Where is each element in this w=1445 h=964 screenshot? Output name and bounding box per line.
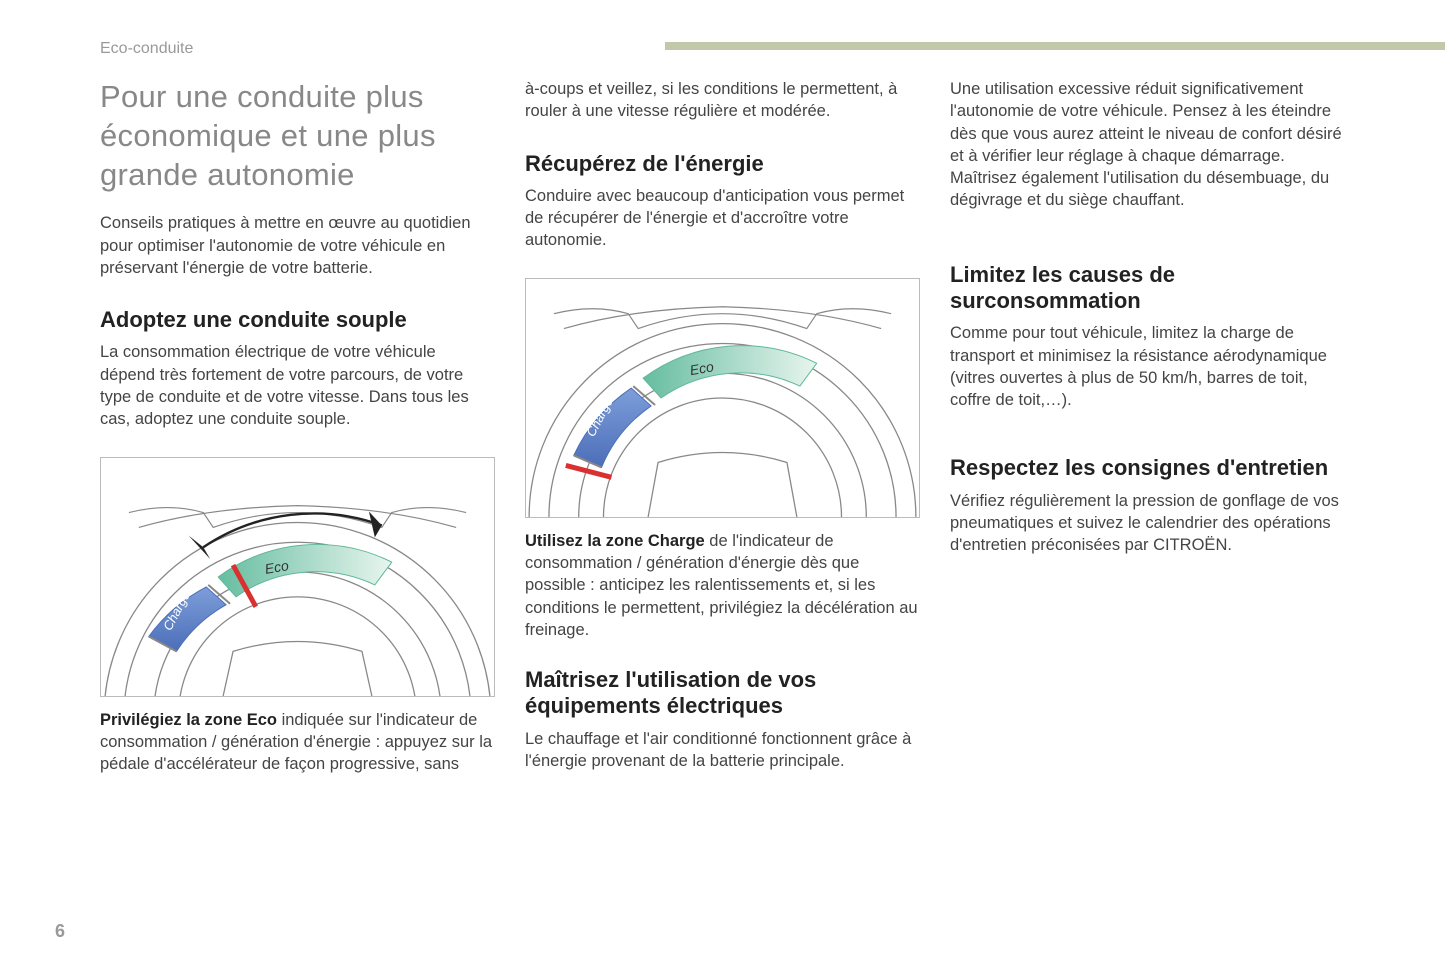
section-adoptez: Adoptez une conduite souple La consommat… <box>100 307 495 430</box>
caption-charge: Utilisez la zone Charge de l'indicateur … <box>525 530 920 641</box>
heading-respectez: Respectez les consignes d'entretien <box>950 455 1345 481</box>
heading-adoptez: Adoptez une conduite souple <box>100 307 495 333</box>
heading-maitrisez: Maîtrisez l'utilisation de vos équipemen… <box>525 667 920 720</box>
column-2: à-coups et veillez, si les conditions le… <box>525 78 920 798</box>
section-respectez: Respectez les consignes d'entretien Véri… <box>950 455 1345 556</box>
continuation-1: à-coups et veillez, si les conditions le… <box>525 78 920 123</box>
section-maitrisez: Maîtrisez l'utilisation de vos équipemen… <box>525 667 920 772</box>
text-limitez: Comme pour tout véhicule, limitez la cha… <box>950 322 1345 411</box>
caption-eco: Privilégiez la zone Eco indiquée sur l'i… <box>100 709 495 776</box>
continuation-2: Une utilisation excessive réduit signifi… <box>950 78 1345 212</box>
text-maitrisez: Le chauffage et l'air conditionné foncti… <box>525 728 920 773</box>
section-limitez: Limitez les causes de surconsommation Co… <box>950 262 1345 412</box>
heading-limitez: Limitez les causes de surconsommation <box>950 262 1345 315</box>
gauge-diagram-charge: Eco Charge <box>525 278 920 518</box>
column-3: Une utilisation excessive réduit signifi… <box>950 78 1345 798</box>
text-respectez: Vérifiez régulièrement la pression de go… <box>950 490 1345 557</box>
caption-charge-bold: Utilisez la zone Charge <box>525 532 705 550</box>
header-accent-bar <box>665 42 1445 50</box>
page-number: 6 <box>55 921 65 942</box>
intro-text: Conseils pratiques à mettre en œuvre au … <box>100 212 495 279</box>
section-recuperez: Récupérez de l'énergie Conduire avec bea… <box>525 151 920 252</box>
heading-recuperez: Récupérez de l'énergie <box>525 151 920 177</box>
page-title: Pour une conduite plus économique et une… <box>100 78 495 194</box>
text-adoptez: La consommation électrique de votre véhi… <box>100 341 495 430</box>
column-1: Pour une conduite plus économique et une… <box>100 78 495 798</box>
text-recuperez: Conduire avec beaucoup d'anticipation vo… <box>525 185 920 252</box>
gauge-diagram-eco: Eco Charge <box>100 457 495 697</box>
content-columns: Pour une conduite plus économique et une… <box>100 78 1345 798</box>
caption-eco-bold: Privilégiez la zone Eco <box>100 711 277 729</box>
